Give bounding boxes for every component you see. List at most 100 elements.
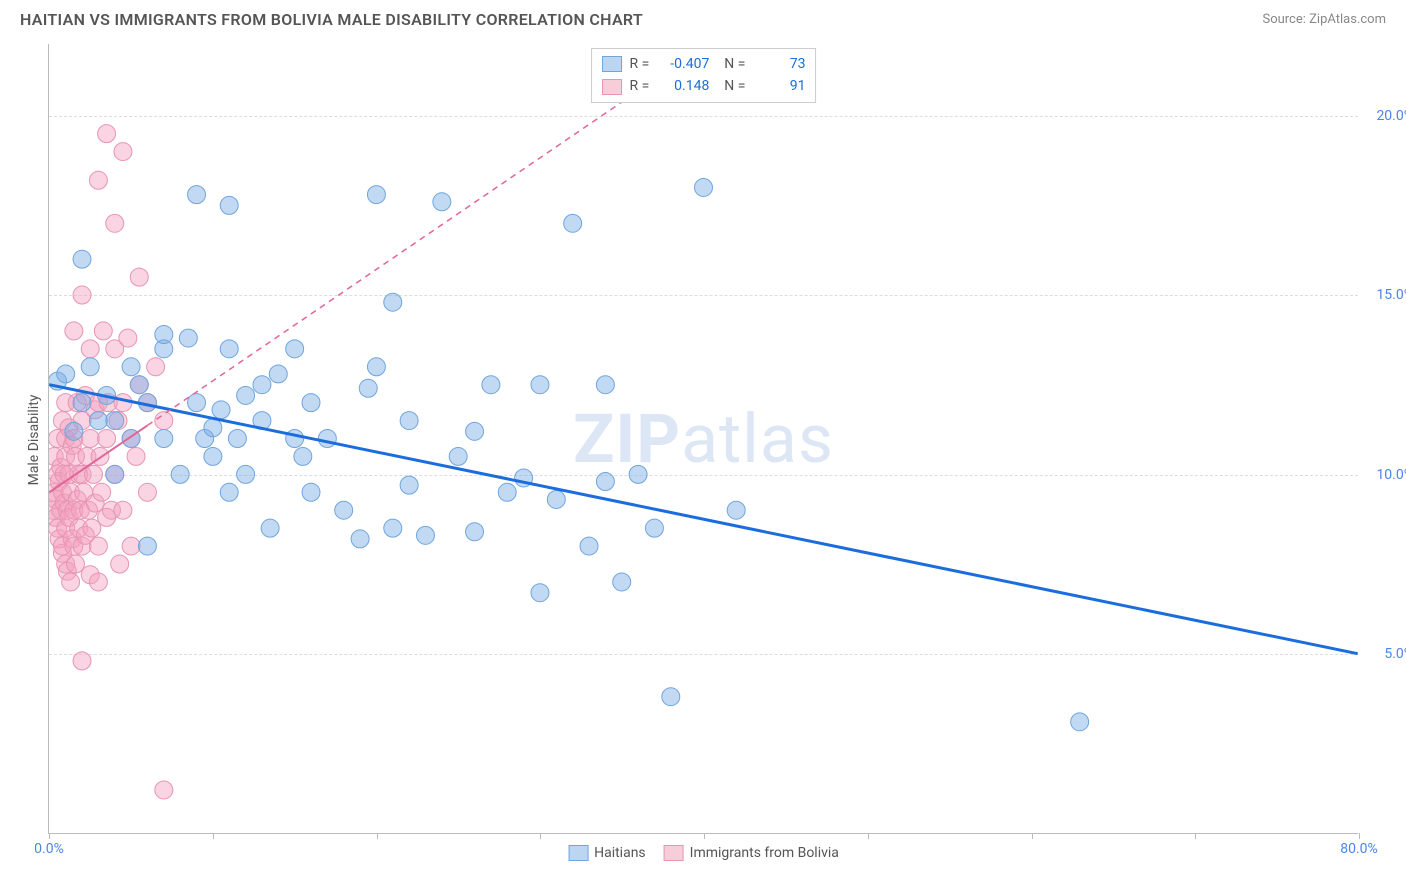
- data-point: [81, 358, 99, 376]
- legend-item-haitians: Haitians: [568, 845, 646, 861]
- data-point: [286, 430, 304, 448]
- x-tick: [377, 833, 378, 839]
- data-point: [237, 386, 255, 404]
- data-point: [62, 573, 80, 591]
- x-tick: [540, 833, 541, 839]
- data-point: [212, 401, 230, 419]
- data-point: [111, 555, 129, 573]
- data-point: [147, 358, 165, 376]
- data-point: [335, 501, 353, 519]
- chart-title: HAITIAN VS IMMIGRANTS FROM BOLIVIA MALE …: [20, 10, 643, 29]
- data-point: [83, 519, 101, 537]
- data-point: [294, 447, 312, 465]
- n-label: N =: [717, 53, 745, 75]
- data-point: [89, 573, 107, 591]
- x-tick-label: 80.0%: [1340, 841, 1378, 857]
- data-point: [220, 340, 238, 358]
- legend-label-bolivia: Immigrants from Bolivia: [690, 845, 839, 861]
- data-point: [466, 523, 484, 541]
- data-point: [482, 376, 500, 394]
- n-label: N =: [717, 75, 745, 97]
- data-point: [596, 473, 614, 491]
- data-point: [94, 322, 112, 340]
- r-label: R =: [630, 75, 650, 97]
- data-point: [204, 447, 222, 465]
- data-point: [65, 322, 83, 340]
- swatch-haitians-icon: [568, 845, 588, 861]
- data-point: [155, 326, 173, 344]
- y-tick-label: 10.0%: [1376, 467, 1406, 483]
- data-point: [89, 537, 107, 555]
- data-point: [351, 530, 369, 548]
- data-point: [580, 537, 598, 555]
- data-point: [400, 412, 418, 430]
- data-point: [171, 465, 189, 483]
- x-tick-label: 0.0%: [34, 841, 64, 857]
- data-point: [119, 329, 137, 347]
- legend-row-bolivia: R = 0.148 N = 91: [602, 75, 806, 97]
- data-point: [204, 419, 222, 437]
- correlation-legend: R = -0.407 N = 73 R = 0.148 N = 91: [591, 48, 817, 103]
- data-point: [67, 555, 85, 573]
- data-point: [367, 358, 385, 376]
- data-point: [261, 519, 279, 537]
- y-tick-label: 15.0%: [1376, 287, 1406, 303]
- data-point: [547, 490, 565, 508]
- data-point: [613, 573, 631, 591]
- data-point: [433, 193, 451, 211]
- data-point: [155, 412, 173, 430]
- data-point: [127, 447, 145, 465]
- data-point: [498, 483, 516, 501]
- x-tick: [49, 833, 50, 839]
- data-point: [367, 186, 385, 204]
- data-point: [596, 376, 614, 394]
- legend-item-bolivia: Immigrants from Bolivia: [664, 845, 839, 861]
- x-tick: [213, 833, 214, 839]
- data-point: [84, 465, 102, 483]
- data-point: [114, 143, 132, 161]
- data-point: [269, 365, 287, 383]
- data-point: [98, 430, 116, 448]
- data-point: [564, 214, 582, 232]
- data-point: [220, 196, 238, 214]
- data-point: [73, 286, 91, 304]
- swatch-bolivia-icon: [664, 845, 684, 861]
- data-point: [106, 214, 124, 232]
- data-point: [253, 376, 271, 394]
- source-attribution: Source: ZipAtlas.com: [1262, 12, 1386, 27]
- data-point: [645, 519, 663, 537]
- data-point: [73, 250, 91, 268]
- x-tick: [1032, 833, 1033, 839]
- data-point: [400, 476, 418, 494]
- x-tick: [1195, 833, 1196, 839]
- data-point: [302, 394, 320, 412]
- data-point: [302, 483, 320, 501]
- legend-label-haitians: Haitians: [594, 845, 646, 861]
- data-point: [286, 340, 304, 358]
- data-point: [81, 340, 99, 358]
- data-point: [122, 537, 140, 555]
- data-point: [531, 376, 549, 394]
- series-legend: Haitians Immigrants from Bolivia: [568, 845, 839, 861]
- data-point: [122, 358, 140, 376]
- trend-line: [49, 385, 1357, 654]
- plot-area: ZIPatlas R = -0.407 N = 73 R = 0.148 N =…: [48, 44, 1358, 834]
- data-point: [73, 652, 91, 670]
- data-point: [188, 186, 206, 204]
- swatch-haitians: [602, 56, 622, 72]
- chart-header: HAITIAN VS IMMIGRANTS FROM BOLIVIA MALE …: [0, 0, 1406, 35]
- data-point: [138, 537, 156, 555]
- data-point: [106, 412, 124, 430]
- data-point: [155, 430, 173, 448]
- data-point: [155, 781, 173, 799]
- data-point: [130, 268, 148, 286]
- data-point: [130, 376, 148, 394]
- y-tick-label: 5.0%: [1384, 646, 1406, 662]
- data-point: [65, 422, 83, 440]
- data-point: [629, 465, 647, 483]
- data-point: [114, 501, 132, 519]
- r-value-haitians: -0.407: [657, 53, 709, 75]
- data-point: [188, 394, 206, 412]
- data-point: [106, 465, 124, 483]
- data-point: [695, 178, 713, 196]
